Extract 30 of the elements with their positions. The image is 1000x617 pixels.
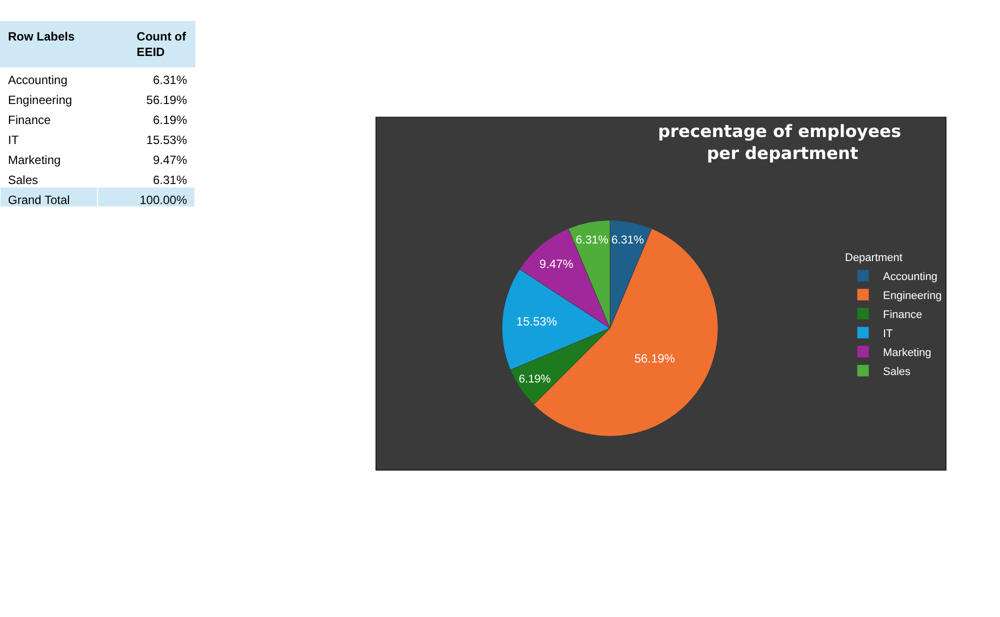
data-label: 6.19% <box>518 373 551 386</box>
data-label: 56.19% <box>634 351 676 366</box>
text: 15.53% <box>146 133 187 148</box>
legend-label: Sales <box>883 366 912 378</box>
text: 9.47% <box>152 153 187 168</box>
text: 6.19% <box>152 113 187 128</box>
category-label: Finance <box>8 113 52 128</box>
text: 6.31% <box>152 73 187 88</box>
category-label: Engineering <box>8 93 72 108</box>
legend-label: Finance <box>883 308 922 321</box>
text: Count of EEID <box>136 30 187 60</box>
legend-title: Department <box>845 252 902 264</box>
data-label: 6.31% <box>611 234 644 247</box>
category-label: Accounting <box>8 73 68 88</box>
legend-label: Engineering <box>883 290 942 302</box>
legend-label: Marketing <box>883 346 932 359</box>
data-label: 9.47% <box>539 257 574 272</box>
text: 6.31% <box>152 173 187 188</box>
text: 56.19% <box>146 93 187 108</box>
chart-title: precentage of employees per department <box>658 122 908 164</box>
category-label: Sales <box>8 173 38 188</box>
text: 100.00% <box>140 193 188 208</box>
data-label: 15.53% <box>516 314 558 329</box>
text: Row Labels <box>8 30 76 44</box>
text: Grand Total <box>8 193 70 208</box>
data-label: 6.31% <box>576 234 608 247</box>
category-label: Marketing <box>8 153 61 168</box>
legend-label: Accounting <box>883 270 938 283</box>
category-label: IT <box>8 133 20 148</box>
legend-label: IT <box>883 328 894 340</box>
